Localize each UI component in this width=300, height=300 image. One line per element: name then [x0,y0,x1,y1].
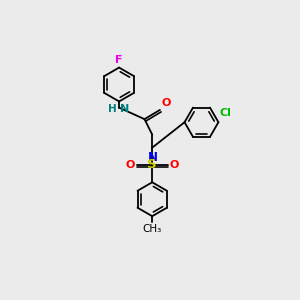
Text: H: H [108,104,116,114]
Text: Cl: Cl [220,108,232,118]
Text: N: N [120,104,129,114]
Text: O: O [125,160,134,170]
Text: CH₃: CH₃ [142,224,162,234]
Text: F: F [116,55,123,65]
Text: N: N [148,151,158,164]
Text: S: S [147,158,157,171]
Text: O: O [170,160,179,170]
Text: O: O [161,98,171,108]
